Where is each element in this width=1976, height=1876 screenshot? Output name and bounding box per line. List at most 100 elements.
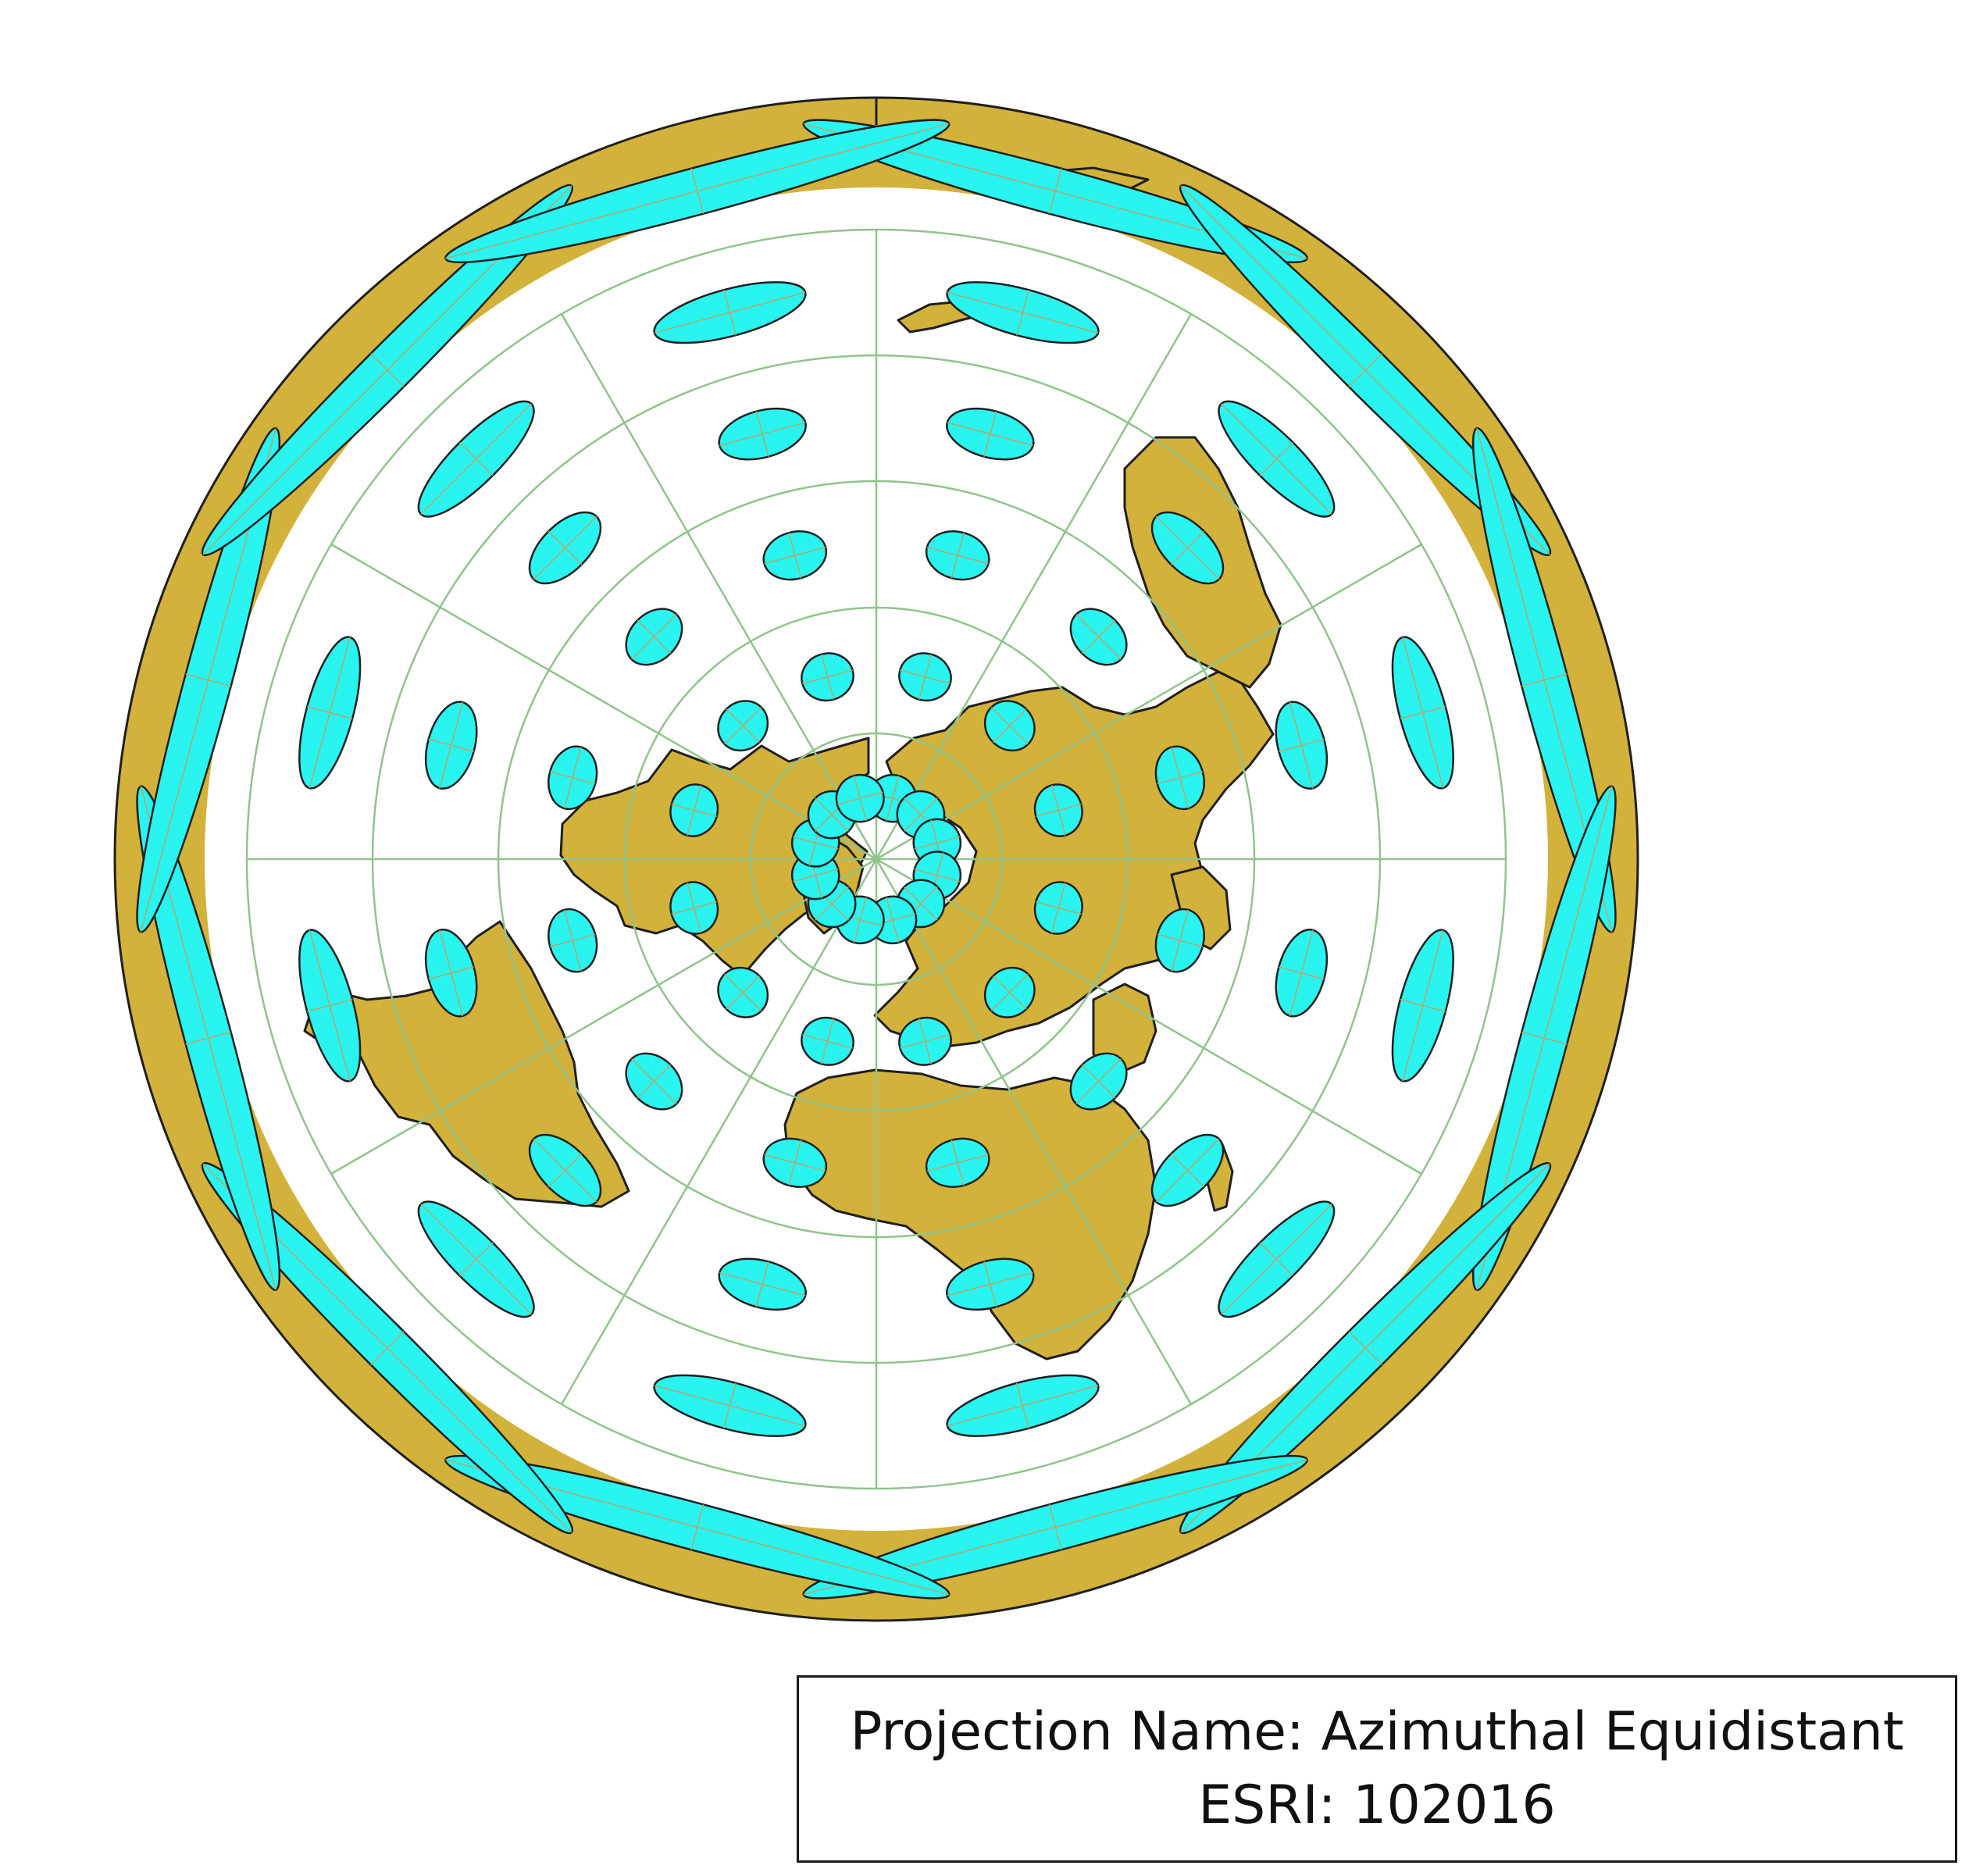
land-africa (783, 1068, 1157, 1361)
tissot-indicatrix (1218, 1200, 1336, 1318)
tissot-indicatrix (417, 400, 535, 518)
tissot-axis-radial (853, 897, 867, 943)
tissot-axis-radial (1521, 1031, 1568, 1045)
tissot-axis-radial (550, 933, 596, 947)
tissot-indicatrix (983, 966, 1036, 1018)
tissot-axis-radial (1348, 1331, 1382, 1365)
tissot-indicatrix (1150, 511, 1225, 585)
tissot-axis-radial (1081, 1064, 1116, 1099)
tissot-axis-radial (370, 1331, 405, 1365)
tissot-indicatrix (762, 1137, 828, 1188)
graticule-meridian (875, 313, 1193, 860)
tissot-axis-radial (1279, 738, 1325, 752)
tissot-axis-radial (1259, 1242, 1294, 1277)
tissot-indicatrix (807, 879, 857, 929)
tissot-axis-radial (550, 771, 596, 785)
tissot-indicatrix (1391, 929, 1454, 1082)
tissot-axis-radial (983, 411, 997, 457)
tissot-indicatrix (1179, 184, 1552, 557)
tissot-indicatrix (717, 700, 769, 752)
tissot-axis-radial (1081, 619, 1116, 654)
tissot-indicatrix (946, 1374, 1100, 1437)
tissot-axis-radial (951, 1140, 965, 1186)
tissot-axis-radial (458, 1242, 494, 1277)
tissot-indicatrix (298, 636, 362, 790)
tissot-indicatrix (653, 281, 807, 344)
tissot-indicatrix (1033, 783, 1083, 837)
tissot-axis-radial (458, 441, 494, 476)
tissot-axis-radial (918, 1018, 932, 1065)
tissot-indicatrix (946, 407, 1035, 461)
tissot-indicatrix (444, 119, 951, 264)
tissot-indicatrix (1218, 400, 1336, 518)
tissot-axis-radial (1521, 673, 1568, 687)
tissot-axis-radial (690, 168, 704, 214)
tissot-indicatrix (898, 1016, 952, 1066)
tissot-indicatrix (653, 1374, 807, 1437)
tissot-indicatrix (762, 530, 828, 581)
tissot-axis-radial (1036, 901, 1082, 915)
tissot-indicatrix (717, 966, 769, 1018)
esri-code-label: ESRI: 102016 (1198, 1774, 1556, 1836)
tissot-axis-radial (1170, 530, 1205, 565)
tissot-indicatrix (898, 652, 952, 702)
tissot-axis-radial (1016, 1382, 1029, 1428)
tissot-indicatrix (946, 281, 1100, 344)
tissot-axis-radial (788, 1140, 802, 1186)
tissot-axis-radial (755, 411, 769, 457)
tissot-axis-radial (983, 1261, 997, 1307)
tissot-indicatrix (424, 929, 478, 1018)
tissot-axis-radial (1036, 804, 1082, 817)
tissot-indicatrix (801, 1016, 854, 1066)
tissot-indicatrix (444, 1454, 951, 1600)
tissot-indicatrix (548, 908, 598, 973)
tissot-axis-radial (1048, 168, 1062, 214)
tissot-axis-radial (428, 738, 474, 752)
tissot-axis-radial (1157, 771, 1203, 785)
tissot-axis-radial (1048, 1504, 1062, 1550)
tissot-indicatrix (1033, 881, 1083, 935)
projection-info-box: Projection Name: Azimuthal Equidistant E… (797, 1675, 1957, 1863)
tissot-indicatrix (625, 608, 683, 666)
graticule-meridian (330, 543, 877, 861)
tissot-axis-radial (1400, 706, 1446, 719)
graticule-meridian (560, 858, 878, 1405)
tissot-axis-radial (690, 1504, 704, 1550)
tissot-indicatrix (718, 1257, 807, 1311)
tissot-axis-radial (1157, 933, 1203, 947)
tissot-indicatrix (1275, 929, 1329, 1018)
graticule-meridian (330, 858, 877, 1175)
tissot-axis-radial (1279, 966, 1325, 980)
tissot-indicatrix (1275, 701, 1329, 790)
tissot-axis-radial (993, 975, 1027, 1010)
tissot-axis-radial (548, 530, 583, 565)
tissot-axis-radial (886, 776, 900, 822)
tissot-axis-radial (1170, 1153, 1205, 1188)
tissot-indicatrix (1391, 636, 1454, 790)
projection-name-label: Projection Name: Azimuthal Equidistant (850, 1701, 1904, 1763)
tissot-indicatrix (925, 1137, 990, 1188)
tissot-indicatrix (528, 1133, 602, 1207)
tissot-axis-radial (853, 776, 867, 822)
tissot-axis-radial (637, 619, 672, 654)
graticule-meridian (876, 858, 1422, 1175)
graticule-meridians (247, 230, 1506, 1489)
tissot-axis-radial (307, 706, 353, 719)
tissot-axis-radial (821, 654, 834, 700)
tissot-axis-radial (918, 654, 932, 700)
tissot-axis-radial (793, 868, 839, 883)
tissot-axis-radial (1259, 441, 1294, 476)
graticule-meridian (876, 543, 1422, 861)
tissot-axis-radial (637, 1064, 672, 1099)
tissot-axis-radial (185, 673, 231, 687)
tissot-axis-radial (904, 886, 938, 921)
tissot-indicatrix (718, 407, 807, 461)
tissot-axis-radial (671, 901, 717, 915)
tissot-indicatrix (1069, 608, 1128, 666)
tissot-layer (136, 119, 1617, 1600)
tissot-axis-radial (821, 1018, 834, 1065)
tissot-axis-radial (886, 897, 900, 943)
graticule-meridian (560, 313, 878, 860)
tissot-indicatrix (946, 1257, 1035, 1311)
